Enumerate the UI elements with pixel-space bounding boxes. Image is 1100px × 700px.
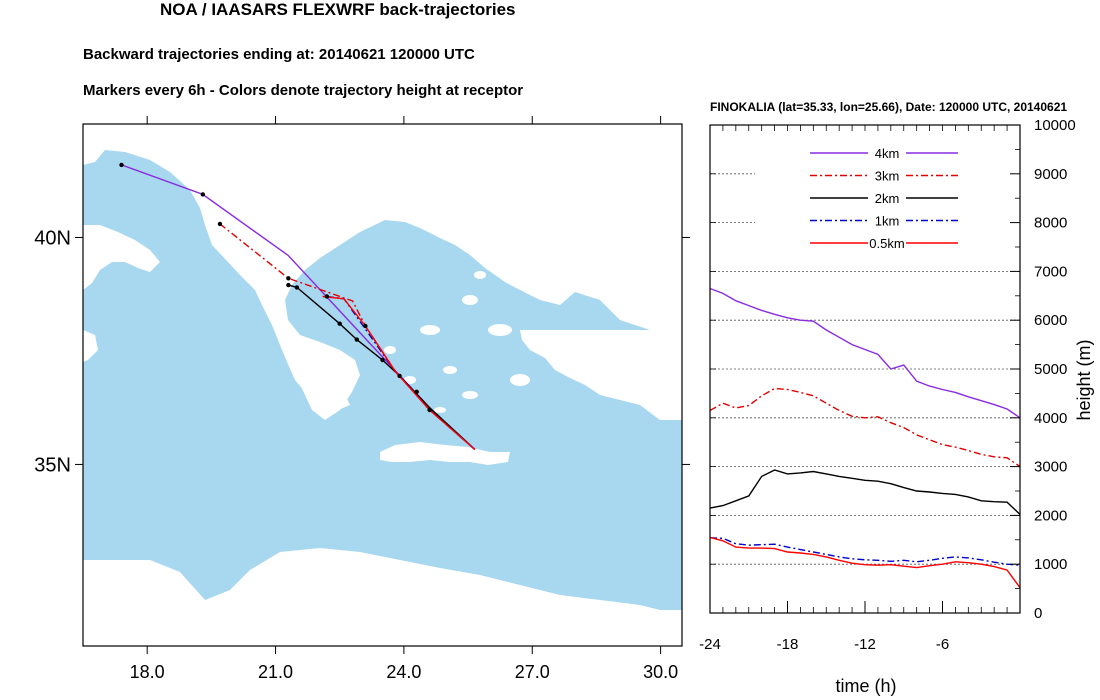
height-xtick-label: -24 (699, 636, 721, 653)
map-marker (397, 373, 402, 379)
height-ytick-label: 2000 (1034, 507, 1067, 524)
height-ticks: -24 -18 -12 -6 0 1000 2000 3000 4000 5000 6000 7000… (699, 117, 1076, 653)
island-4 (443, 366, 457, 374)
height-ytick-label: 8000 (1034, 215, 1067, 232)
traj-map-lines (121, 164, 476, 451)
map-marker (354, 337, 359, 342)
land-africa (83, 548, 682, 646)
land-sicily (83, 330, 98, 362)
map-marker (294, 285, 300, 290)
legend-label: 2km (875, 191, 900, 206)
map-marker (363, 323, 368, 329)
map-xtick-label: 30.0 (643, 662, 678, 682)
land-anatolia (520, 330, 682, 420)
height-grid (710, 173, 1020, 565)
height-ytick-label: 9000 (1034, 166, 1067, 183)
map-ytick-label: 35N (34, 454, 71, 476)
map-marker (286, 282, 291, 288)
map-xtick-label: 21.0 (258, 662, 293, 682)
map-marker (324, 294, 330, 299)
height-ytick-label: 6000 (1034, 312, 1067, 329)
map-marker (217, 221, 223, 227)
map-marker (380, 357, 385, 363)
map-marker (286, 276, 291, 281)
traj-map-markers (119, 162, 432, 413)
height-series-lines (709, 287, 1021, 589)
map-xtick-label: 27.0 (515, 662, 550, 682)
island-3 (488, 324, 512, 336)
height-ytick-label: 4000 (1034, 410, 1067, 427)
island-5 (404, 376, 416, 384)
main-title: NOA / IAASARS FLEXWRF back-trajectories (160, 0, 516, 19)
height-series-3km (709, 387, 1021, 468)
legend-label: 1km (875, 214, 900, 229)
map-frame (82, 123, 683, 647)
map-xtick-label: 18.0 (130, 662, 165, 682)
island-8 (434, 407, 446, 413)
map-trajectory-05km (322, 295, 476, 451)
legend-label: 0.5km (869, 236, 904, 251)
island-rhodes (510, 374, 530, 386)
island-2 (462, 295, 478, 305)
height-series-05km (709, 536, 1021, 589)
subtitle-ending-time: Backward trajectories ending at: 2014062… (83, 46, 475, 63)
map-marker (414, 389, 419, 394)
xaxis-label: time (h) (835, 676, 896, 696)
subtitle-markers: Markers every 6h - Colors denote traject… (83, 82, 524, 99)
map-marker (119, 162, 124, 168)
land-crete (380, 442, 510, 465)
height-series-1km (709, 537, 1021, 566)
height-panel: FINOKALIA (lat=35.33, lon=25.66), Date: … (699, 100, 1094, 696)
map-xtick-label: 24.0 (386, 662, 421, 682)
land-italy (83, 225, 160, 290)
height-ytick-label: 1000 (1034, 556, 1067, 573)
map-marker (337, 321, 342, 326)
land-masses (83, 124, 682, 646)
height-panel-title: FINOKALIA (lat=35.33, lon=25.66), Date: … (710, 100, 1067, 114)
height-xtick-label: -12 (854, 636, 876, 653)
height-ytick-label: 3000 (1034, 459, 1067, 476)
map-ticks: 18.0 21.0 24.0 27.0 30.0 40N 35N (34, 116, 690, 682)
height-ytick-label: 0 (1034, 605, 1042, 622)
height-series-4km (709, 287, 1021, 419)
height-ytick-label: 5000 (1034, 361, 1067, 378)
island-9 (474, 271, 486, 279)
land-north (83, 124, 682, 410)
legend: 4km 3km 2km 1km 0.5km (810, 146, 958, 251)
map-trajectory-2km (288, 284, 476, 451)
island-6 (462, 391, 478, 399)
height-xtick-label: -6 (936, 636, 949, 653)
land-peloponnese (292, 335, 360, 420)
map-panel: 18.0 21.0 24.0 27.0 30.0 40N 35N (34, 116, 690, 682)
map-marker (427, 407, 432, 413)
island-1 (420, 325, 440, 335)
height-xtick-label: -18 (777, 636, 799, 653)
legend-label: 4km (875, 146, 900, 161)
map-ytick-label: 40N (34, 227, 71, 249)
height-ytick-label: 10000 (1034, 117, 1076, 134)
height-ytick-label: 7000 (1034, 263, 1067, 280)
island-7 (384, 346, 396, 354)
legend-label: 3km (875, 169, 900, 184)
height-series-2km (709, 469, 1021, 515)
map-marker (200, 192, 205, 197)
yaxis-label: height (m) (1074, 339, 1094, 420)
